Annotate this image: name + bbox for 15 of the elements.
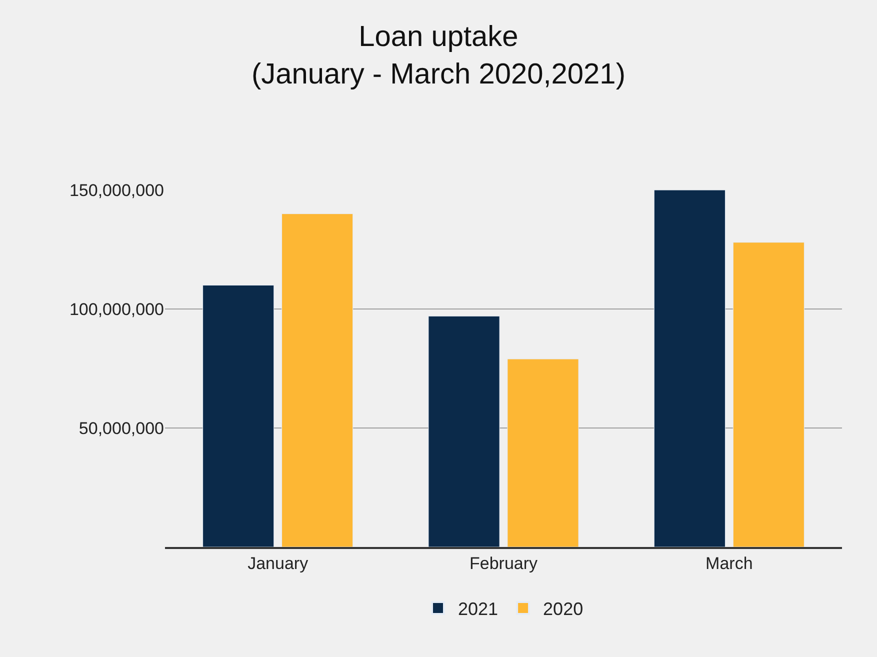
bar [202,284,274,547]
bar [654,190,726,547]
bar [428,316,500,547]
bar [507,358,579,547]
x-tick-label: March [706,554,753,574]
x-tick-label: January [248,554,309,574]
y-tick-label: 150,000,000 [69,180,164,200]
legend-label: 2021 [458,599,498,620]
bar [732,242,804,547]
y-tick-label: 100,000,000 [69,300,164,319]
y-tick-label: 50,000,000 [78,418,164,438]
bar [282,214,354,547]
legend-label: 2020 [543,599,584,620]
x-tick-label: February [469,554,538,574]
chart-title: Loan uptake (January - March 2020,2021) [252,20,626,91]
